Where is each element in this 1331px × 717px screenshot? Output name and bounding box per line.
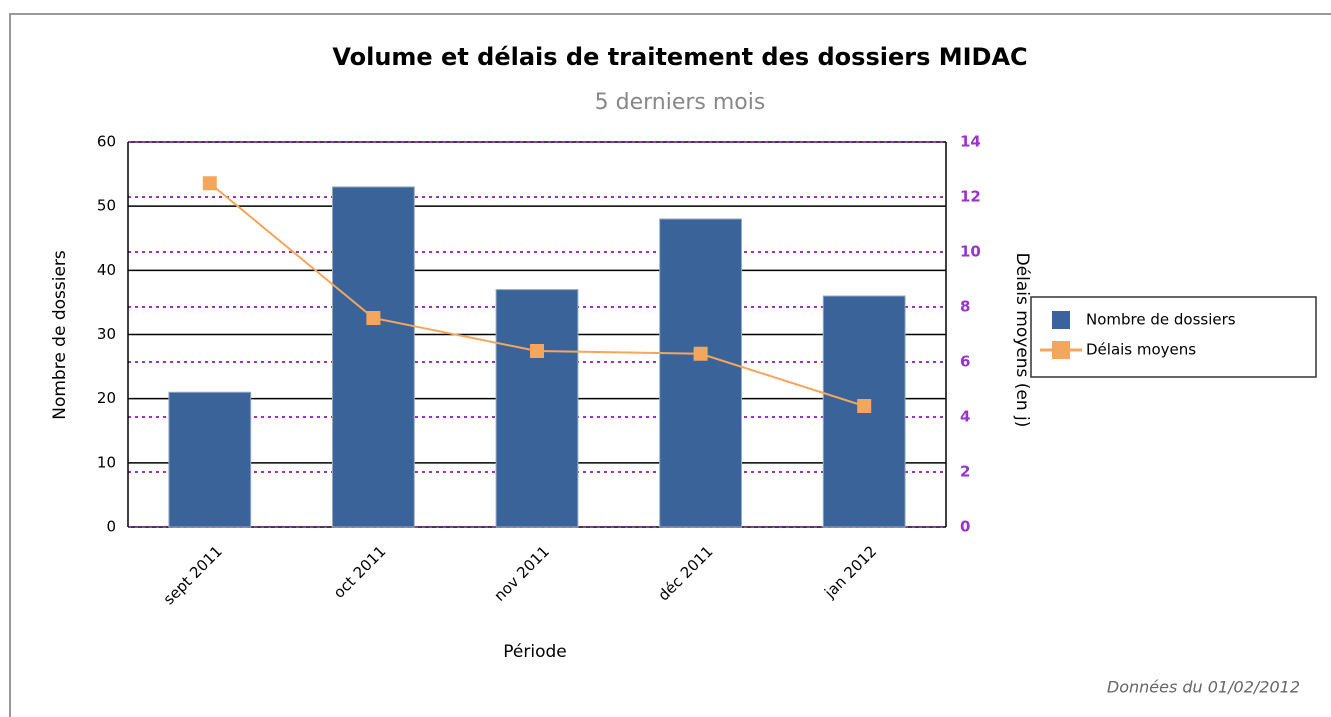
legend-label: Nombre de dossiers [1086, 311, 1236, 329]
x-axis-label: Période [503, 642, 566, 662]
y2-tick-label: 4 [960, 408, 970, 426]
legend-label: Délais moyens [1086, 341, 1196, 359]
chart-title: Volume et délais de traitement des dossi… [332, 43, 1027, 71]
y2-axis-label: Délais moyens (en j) [1012, 253, 1032, 428]
y2-tick-label: 2 [960, 463, 970, 481]
x-tick-label: nov 2011 [490, 542, 553, 605]
x-tick-label: sept 2011 [160, 542, 226, 608]
legend-swatch [1052, 341, 1070, 359]
x-tick-label: déc 2011 [654, 542, 716, 604]
line-marker [530, 344, 544, 358]
y-tick-label: 10 [97, 453, 116, 471]
legend-swatch [1052, 311, 1070, 329]
y2-tick-label: 14 [960, 133, 981, 151]
y2-tick-label: 6 [960, 353, 970, 371]
bar [495, 289, 579, 528]
bar [659, 218, 743, 528]
y2-tick-label: 0 [960, 518, 970, 536]
y2-tick-label: 8 [960, 298, 970, 316]
line-marker [366, 311, 381, 325]
y-tick-label: 40 [97, 261, 116, 279]
line-marker [693, 346, 708, 361]
x-tick-label: jan 2012 [820, 542, 880, 602]
y-tick-label: 20 [97, 389, 116, 407]
y-tick-label: 50 [97, 197, 116, 215]
y2-tick-label: 10 [960, 243, 981, 261]
y-tick-label: 30 [97, 325, 116, 343]
x-tick-label: oct 2011 [330, 542, 390, 602]
frame [9, 13, 1331, 717]
bar [332, 186, 415, 528]
line-marker [857, 399, 872, 413]
line-marker [202, 176, 217, 191]
y-tick-label: 0 [106, 518, 116, 536]
bar [168, 391, 252, 528]
annotation: Données du 01/02/2012 [1107, 678, 1300, 697]
y-axis-label: Nombre de dossiers [50, 250, 70, 420]
y-tick-label: 60 [97, 133, 116, 151]
y2-tick-label: 12 [960, 188, 981, 206]
chart-subtitle: 5 derniers mois [595, 90, 766, 115]
legend [1030, 296, 1317, 378]
